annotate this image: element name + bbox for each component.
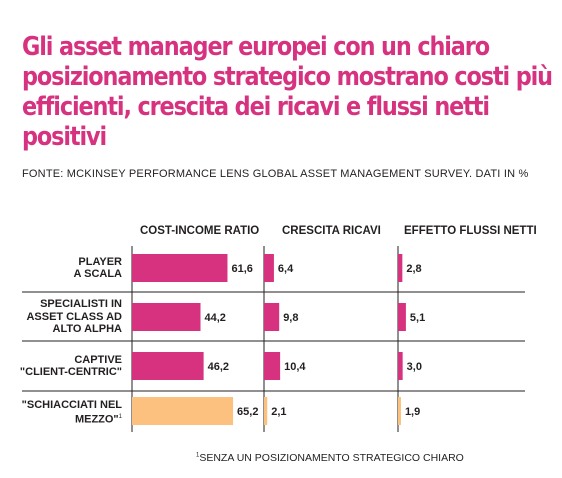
category-label: PLAYER A SCALA <box>74 256 122 281</box>
bar-value-label: 6,4 <box>278 263 294 275</box>
category-label: CAPTIVE "CLIENT-CENTRIC" <box>20 354 122 379</box>
bar <box>132 254 228 282</box>
bar-value-label: 9,8 <box>283 312 298 324</box>
category-label-line: CAPTIVE <box>74 353 122 366</box>
category-label-line: "SCHIACCIATI NEL <box>21 398 122 411</box>
category-label: "SCHIACCIATI NEL MEZZO"1 <box>22 399 122 427</box>
bar <box>264 254 274 282</box>
bar <box>398 254 403 282</box>
bar <box>132 397 234 425</box>
bar <box>398 303 406 331</box>
category-label: SPECIALISTI IN ASSET CLASS AD ALTO ALPHA <box>26 298 122 336</box>
category-label-line: "CLIENT-CENTRIC" <box>19 366 122 378</box>
category-label-line: SPECIALISTI IN <box>40 298 122 311</box>
bar-value-label: 3,0 <box>407 361 422 373</box>
bar-value-label: 5,1 <box>410 312 425 324</box>
bar-value-label: 65,2 <box>237 406 258 418</box>
bar <box>132 303 201 331</box>
bar <box>264 352 281 380</box>
column-header-flussi-netti: EFFETTO FLUSSI NETTI <box>404 225 537 237</box>
bar-value-label: 2,1 <box>271 406 286 418</box>
category-label-line: ALTO ALPHA <box>52 323 122 336</box>
column-header-crescita-ricavi: CRESCITA RICAVI <box>282 225 381 237</box>
bar-value-label: 2,8 <box>406 263 421 275</box>
footnote-marker: 1 <box>196 452 200 459</box>
category-label-line: PLAYER <box>78 255 122 268</box>
category-label-line: ASSET CLASS AD <box>26 310 122 323</box>
footnote: 1SENZA UN POSIZIONAMENTO STRATEGICO CHIA… <box>196 452 464 464</box>
bar <box>398 352 403 380</box>
bar <box>132 352 204 380</box>
bar <box>264 397 268 425</box>
bar <box>264 303 280 331</box>
bar-value-label: 61,6 <box>231 263 252 275</box>
category-label-line: A SCALA <box>73 268 122 280</box>
column-header-cost-income: COST-INCOME RATIO <box>140 225 260 237</box>
bar-value-label: 10,4 <box>284 361 306 373</box>
bar-value-label: 46,2 <box>208 361 229 373</box>
footnote-text: SENZA UN POSIZIONAMENTO STRATEGICO CHIAR… <box>199 452 464 464</box>
chart-source: FONTE: MCKINSEY PERFORMANCE LENS GLOBAL … <box>22 168 529 180</box>
chart-title: Gli asset manager europei con un chiaro … <box>22 32 553 152</box>
category-label-line: MEZZO"1 <box>74 413 122 426</box>
category-footnote-marker: 1 <box>118 414 122 420</box>
bar-value-label: 44,2 <box>205 312 226 324</box>
bar <box>398 397 401 425</box>
bar-value-label: 1,9 <box>405 406 420 418</box>
